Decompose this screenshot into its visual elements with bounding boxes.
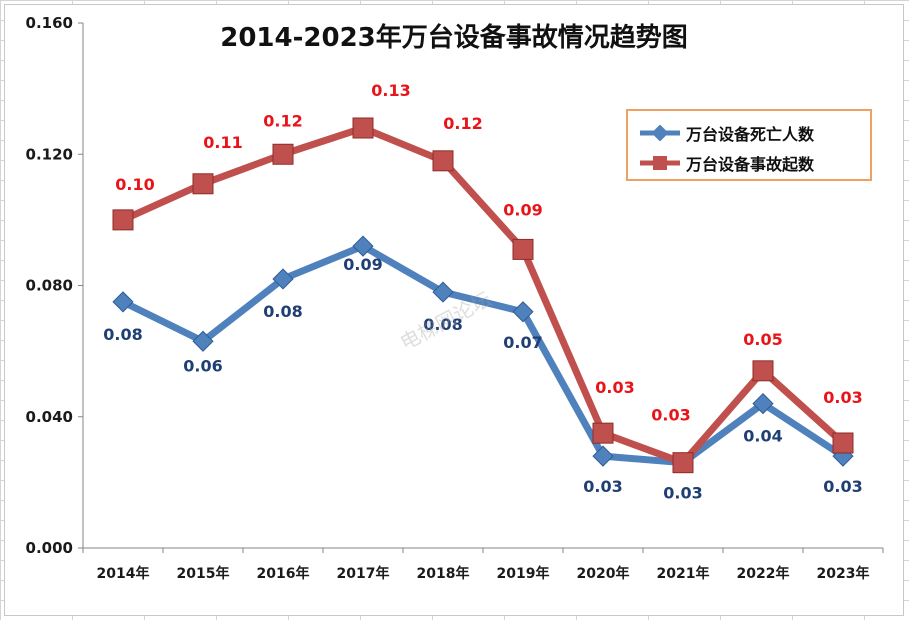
x-tick-label: 2019年 (497, 565, 550, 582)
legend-marker-accidents (640, 156, 680, 170)
x-tick-label: 2015年 (177, 565, 230, 582)
y-tick-label: 0.040 (26, 408, 73, 426)
data-point-accidents (112, 209, 134, 231)
data-label-deaths: 0.08 (423, 315, 462, 334)
series-line-accidents (119, 124, 847, 467)
data-point-accidents (432, 150, 454, 172)
x-tick-label: 2018年 (417, 565, 470, 582)
line-chart: 0.000 0.040 0.080 0.120 0.160 2014年 2015年 2016年… (26, 14, 884, 582)
x-tick-label: 2022年 (737, 565, 790, 582)
legend-label-accidents: 万台设备事故起数 (686, 155, 815, 174)
legend-label-deaths: 万台设备死亡人数 (686, 125, 815, 144)
legend-item-deaths: 万台设备死亡人数 (640, 121, 814, 145)
y-tick-label: 0.160 (26, 14, 73, 32)
data-label-deaths: 0.03 (583, 477, 622, 496)
legend-marker-deaths (640, 125, 680, 141)
data-point-deaths (592, 445, 614, 467)
data-point-accidents (512, 238, 534, 260)
data-label-deaths: 0.07 (503, 333, 542, 352)
data-point-accidents (272, 143, 294, 165)
data-point-deaths (272, 268, 294, 290)
data-label-accidents: 0.03 (823, 388, 862, 407)
data-label-accidents: 0.05 (743, 330, 782, 349)
data-label-deaths: 0.06 (183, 356, 222, 375)
data-point-deaths (752, 393, 774, 415)
x-tick-label: 2020年 (577, 565, 630, 582)
data-label-accidents: 0.03 (651, 406, 690, 425)
data-label-accidents: 0.09 (503, 200, 542, 219)
chart-title: 2014-2023年万台设备事故情况趋势图 (220, 23, 688, 53)
data-point-deaths (192, 330, 214, 352)
data-label-deaths: 0.04 (743, 427, 782, 446)
x-tick-label: 2016年 (257, 565, 310, 582)
data-label-deaths: 0.09 (343, 255, 382, 274)
data-point-deaths (512, 301, 534, 323)
data-label-accidents: 0.12 (443, 114, 482, 133)
data-label-accidents: 0.10 (115, 175, 154, 194)
data-label-deaths: 0.08 (103, 325, 142, 344)
x-tick-label: 2017年 (337, 565, 390, 582)
series-line-deaths (119, 242, 847, 467)
data-label-accidents: 0.11 (203, 133, 242, 152)
y-tick-label: 0.000 (26, 539, 73, 557)
data-point-accidents (672, 452, 694, 474)
data-point-deaths (432, 281, 454, 303)
data-point-accidents (592, 422, 614, 444)
data-label-accidents: 0.13 (371, 81, 410, 100)
legend-item-accidents: 万台设备事故起数 (640, 151, 814, 175)
data-point-accidents (192, 173, 214, 195)
y-tick-label: 0.080 (26, 277, 73, 295)
data-point-accidents (752, 360, 774, 382)
legend[interactable]: 万台设备死亡人数 万台设备事故起数 (626, 109, 872, 181)
x-tick-label: 2021年 (657, 565, 710, 582)
y-tick-label: 0.120 (26, 145, 73, 163)
data-point-deaths (112, 291, 134, 313)
data-point-deaths (352, 235, 374, 257)
x-tick-label: 2023年 (817, 565, 870, 582)
data-label-deaths: 0.08 (263, 302, 302, 321)
chart-area[interactable]: 2014-2023年万台设备事故情况趋势图 0.000 0.040 0.080 0.1… (4, 4, 904, 616)
data-label-accidents: 0.03 (595, 378, 634, 397)
data-label-deaths: 0.03 (823, 477, 862, 496)
x-tick-label: 2014年 (97, 565, 150, 582)
data-point-accidents (352, 117, 374, 139)
data-point-accidents (832, 432, 854, 454)
data-label-accidents: 0.12 (263, 111, 302, 130)
data-label-deaths: 0.03 (663, 484, 702, 503)
